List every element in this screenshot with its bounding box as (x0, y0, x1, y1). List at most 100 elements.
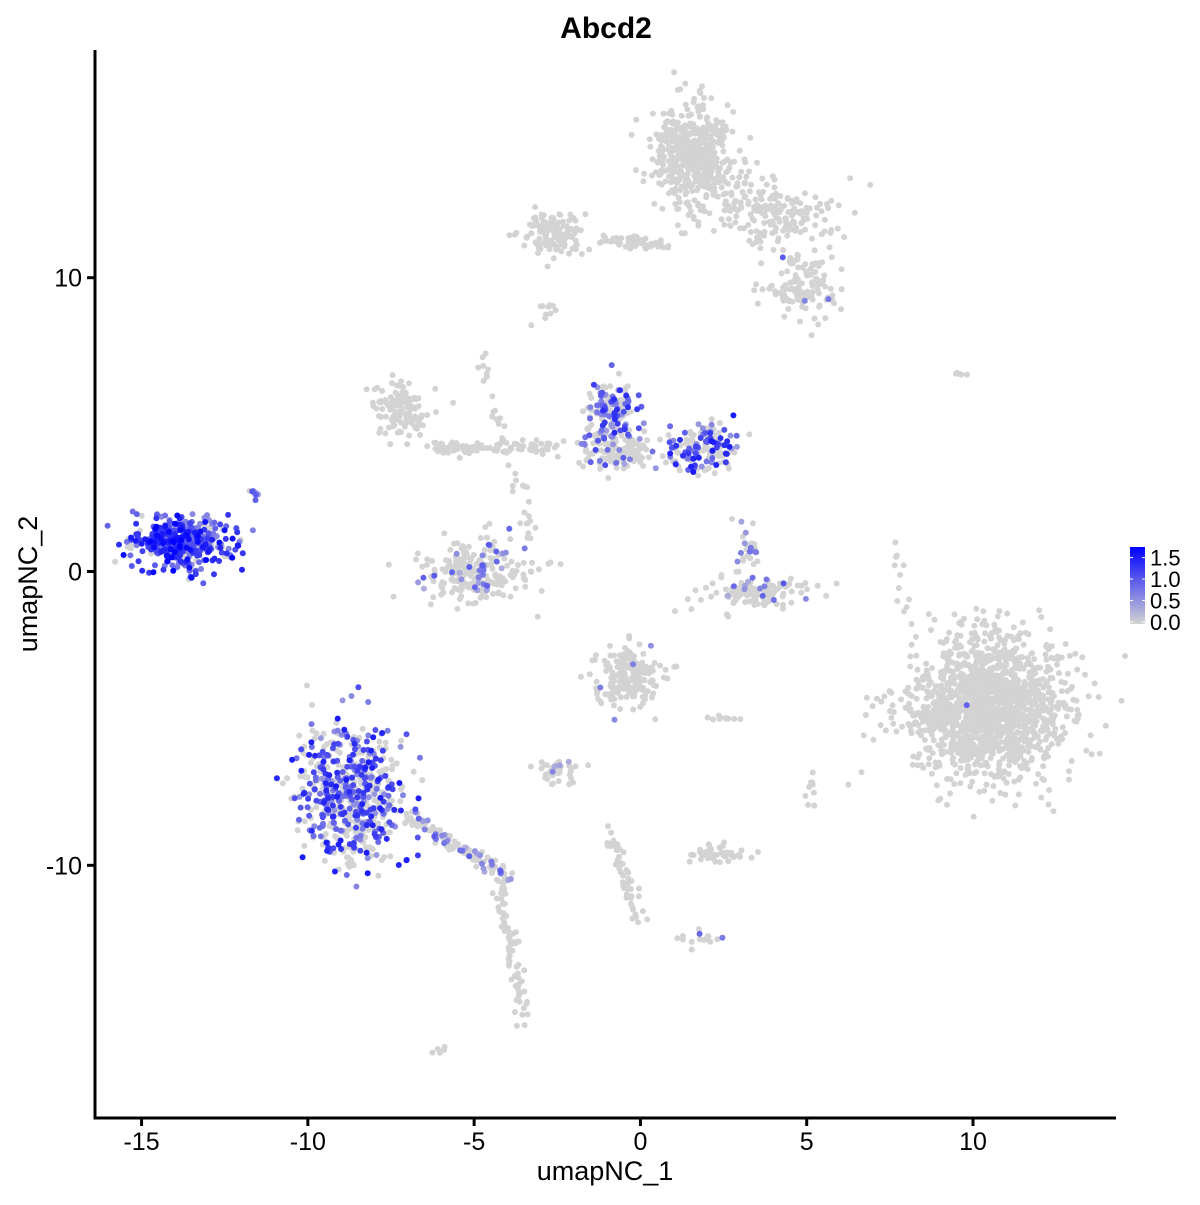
cell-point (957, 765, 964, 771)
cell-point (1036, 738, 1043, 745)
cell-point (200, 580, 207, 587)
cell-point (953, 719, 960, 726)
cell-point (751, 287, 758, 294)
cell-point (511, 440, 518, 447)
cell-point (524, 998, 530, 1005)
cell-point (396, 382, 403, 389)
cell-point (1012, 802, 1019, 809)
cell-point (612, 689, 619, 696)
cell-point (421, 826, 428, 833)
cell-point (387, 441, 394, 448)
cell-point (882, 727, 889, 734)
cell-point (415, 579, 422, 586)
cell-point (921, 737, 928, 743)
cell-point (1066, 652, 1073, 659)
cell-point (967, 690, 974, 697)
cell-point (1007, 711, 1014, 718)
cell-point (160, 566, 167, 573)
cell-point (982, 630, 988, 637)
cell-point (742, 159, 749, 166)
cell-point (716, 715, 723, 722)
cell-point (431, 833, 438, 840)
cell-point (995, 672, 1002, 679)
cell-point (862, 712, 869, 718)
cell-point (650, 690, 657, 697)
cell-point (555, 769, 562, 776)
cell-point (354, 812, 361, 819)
cell-point (495, 590, 502, 597)
cell-point (912, 712, 919, 719)
cell-point (758, 260, 765, 267)
cell-point (746, 548, 753, 555)
cell-point (995, 766, 1002, 773)
cell-point (187, 520, 194, 527)
cell-point (389, 797, 396, 804)
cell-point (565, 233, 571, 240)
cell-point (1028, 755, 1035, 761)
cell-point (905, 684, 912, 691)
cell-point (414, 550, 421, 557)
cell-point (689, 188, 696, 194)
cell-point (413, 396, 420, 403)
cell-point (692, 443, 699, 450)
cell-point (417, 431, 424, 438)
cell-point (1085, 693, 1092, 700)
cell-point (919, 684, 926, 691)
cell-point (509, 947, 516, 954)
cell-point (943, 638, 950, 645)
cell-point (704, 134, 711, 141)
cell-point (951, 611, 958, 618)
cell-point (708, 421, 715, 428)
cell-point (967, 708, 974, 715)
cell-point (622, 385, 629, 392)
cell-point (978, 650, 985, 657)
cell-point (503, 449, 510, 456)
cell-point (978, 680, 985, 686)
cell-point (787, 255, 794, 262)
cell-point (986, 744, 993, 751)
cell-point (521, 1022, 528, 1029)
cell-point (1038, 614, 1045, 621)
cell-point (994, 699, 1001, 705)
cell-point (620, 872, 627, 879)
cell-point (869, 703, 876, 710)
cell-point (344, 763, 351, 770)
cell-point (454, 605, 461, 612)
cell-point (485, 541, 492, 548)
cell-point (249, 488, 256, 495)
cell-point (1031, 670, 1038, 677)
cell-point (968, 727, 975, 734)
cell-point (788, 599, 795, 606)
cell-point (920, 673, 926, 680)
cell-point (808, 332, 815, 339)
cell-point (607, 238, 614, 245)
cell-point (656, 180, 663, 187)
cell-point (962, 728, 969, 735)
cell-point (954, 369, 960, 376)
cell-point (1017, 630, 1024, 637)
cell-point (725, 858, 732, 865)
cell-point (700, 102, 706, 108)
cell-point (557, 561, 564, 568)
cell-point (509, 870, 516, 877)
cell-point (382, 739, 389, 746)
cell-point (895, 585, 902, 592)
cell-point (572, 243, 579, 250)
cell-point (677, 187, 684, 194)
cell-point (376, 738, 383, 745)
cell-point (420, 585, 427, 592)
cell-point (517, 520, 524, 527)
cell-point (416, 754, 423, 761)
cell-point (466, 564, 473, 570)
cell-point (1062, 730, 1069, 736)
cell-point (306, 812, 313, 819)
cell-point (898, 696, 905, 703)
cell-point (189, 511, 196, 518)
cell-point (1001, 640, 1008, 647)
cell-point (527, 535, 534, 542)
cell-point (549, 768, 556, 775)
cell-point (548, 781, 555, 788)
cell-point (811, 315, 818, 322)
cell-point (501, 919, 508, 926)
cell-point (339, 697, 346, 704)
